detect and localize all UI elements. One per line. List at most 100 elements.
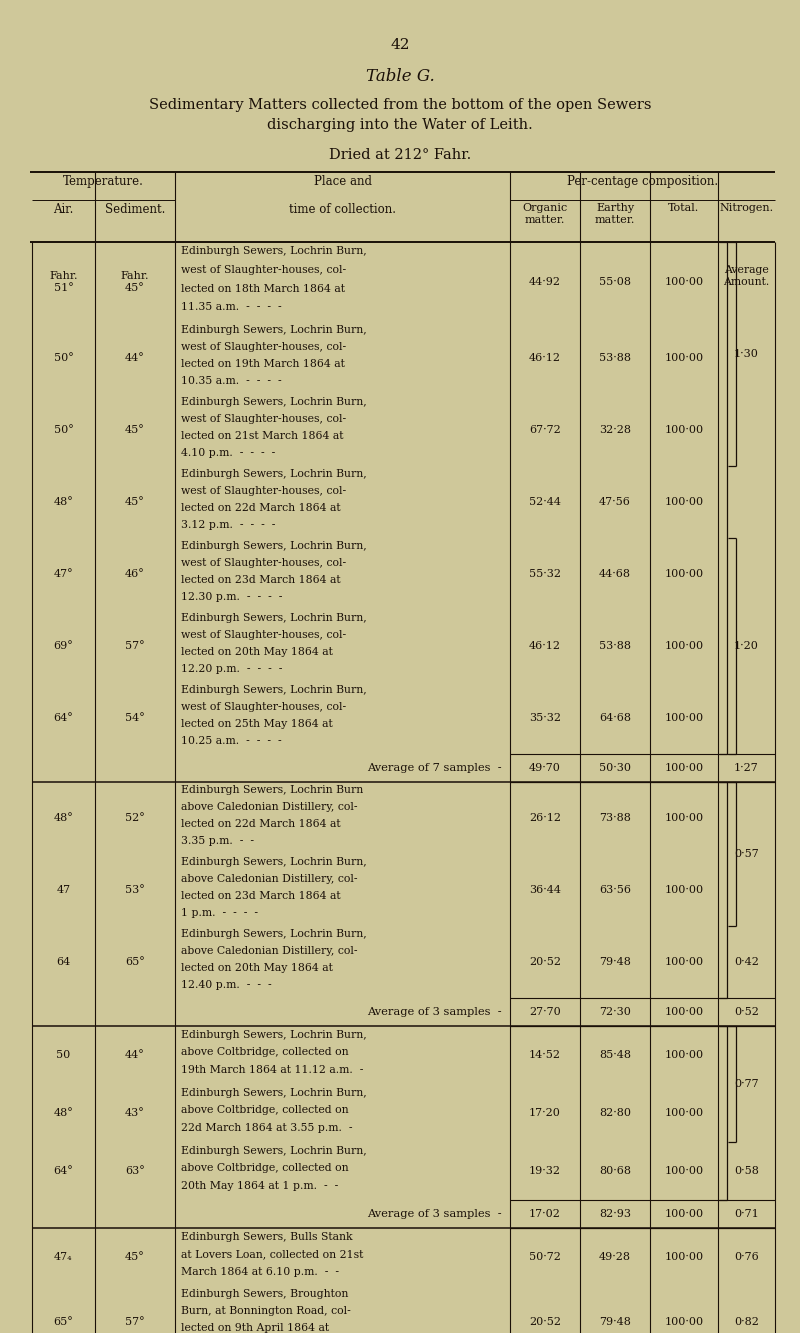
Text: 35·32: 35·32 (529, 713, 561, 722)
Text: 100·00: 100·00 (665, 1317, 703, 1326)
Text: at Lovers Loan, collected on 21st: at Lovers Loan, collected on 21st (181, 1249, 363, 1260)
Text: 20th May 1864 at 1 p.m.  -  -: 20th May 1864 at 1 p.m. - - (181, 1181, 338, 1190)
Text: Temperature.: Temperature. (63, 175, 144, 188)
Text: 0·82: 0·82 (734, 1317, 759, 1326)
Text: 10.35 a.m.  -  -  -  -: 10.35 a.m. - - - - (181, 376, 282, 385)
Text: 12.20 p.m.  -  -  -  -: 12.20 p.m. - - - - (181, 664, 282, 673)
Text: west of Slaughter-houses, col-: west of Slaughter-houses, col- (181, 702, 346, 712)
Text: 27·70: 27·70 (529, 1006, 561, 1017)
Text: 50·30: 50·30 (599, 762, 631, 773)
Text: 0·52: 0·52 (734, 1006, 759, 1017)
Text: 10.25 a.m.  -  -  -  -: 10.25 a.m. - - - - (181, 736, 282, 745)
Text: 100·00: 100·00 (665, 641, 703, 651)
Text: 11.35 a.m.  -  -  -  -: 11.35 a.m. - - - - (181, 303, 282, 312)
Text: lected on 9th April 1864 at: lected on 9th April 1864 at (181, 1322, 329, 1333)
Text: 44·92: 44·92 (529, 277, 561, 287)
Text: 20·52: 20·52 (529, 1317, 561, 1326)
Text: discharging into the Water of Leith.: discharging into the Water of Leith. (267, 119, 533, 132)
Text: Nitrogen.: Nitrogen. (719, 203, 774, 213)
Text: 3.12 p.m.  -  -  -  -: 3.12 p.m. - - - - (181, 520, 275, 529)
Text: 100·00: 100·00 (665, 1166, 703, 1176)
Text: 44°: 44° (125, 353, 145, 363)
Text: 19·32: 19·32 (529, 1166, 561, 1176)
Text: 48°: 48° (54, 497, 74, 507)
Text: 32·28: 32·28 (599, 425, 631, 435)
Text: lected on 21st March 1864 at: lected on 21st March 1864 at (181, 431, 343, 441)
Text: 45°: 45° (125, 497, 145, 507)
Text: 52°: 52° (125, 813, 145, 822)
Text: Edinburgh Sewers, Lochrin Burn,: Edinburgh Sewers, Lochrin Burn, (181, 397, 366, 408)
Text: Fahr.
51°: Fahr. 51° (50, 271, 78, 293)
Text: 43°: 43° (125, 1108, 145, 1118)
Text: 44·68: 44·68 (599, 569, 631, 579)
Text: Edinburgh Sewers, Lochrin Burn,: Edinburgh Sewers, Lochrin Burn, (181, 541, 366, 552)
Text: 65°: 65° (54, 1317, 74, 1326)
Text: Place and: Place and (314, 175, 371, 188)
Text: 12.30 p.m.  -  -  -  -: 12.30 p.m. - - - - (181, 592, 282, 601)
Text: Per-centage composition.: Per-centage composition. (567, 175, 718, 188)
Text: 57°: 57° (125, 1317, 145, 1326)
Text: March 1864 at 6.10 p.m.  -  -: March 1864 at 6.10 p.m. - - (181, 1266, 339, 1277)
Text: Edinburgh Sewers, Lochrin Burn,: Edinburgh Sewers, Lochrin Burn, (181, 1088, 366, 1098)
Text: 69°: 69° (54, 641, 74, 651)
Text: 0·71: 0·71 (734, 1209, 759, 1218)
Text: lected on 18th March 1864 at: lected on 18th March 1864 at (181, 284, 345, 293)
Text: Edinburgh Sewers, Bulls Stank: Edinburgh Sewers, Bulls Stank (181, 1232, 353, 1242)
Text: 82·80: 82·80 (599, 1108, 631, 1118)
Text: above Coltbridge, collected on: above Coltbridge, collected on (181, 1105, 349, 1116)
Text: Air.: Air. (54, 203, 74, 216)
Text: west of Slaughter-houses, col-: west of Slaughter-houses, col- (181, 631, 346, 640)
Text: time of collection.: time of collection. (289, 203, 396, 216)
Text: Table G.: Table G. (366, 68, 434, 85)
Text: 79·48: 79·48 (599, 1317, 631, 1326)
Text: 100·00: 100·00 (665, 885, 703, 894)
Text: 100·00: 100·00 (665, 713, 703, 722)
Text: 85·48: 85·48 (599, 1050, 631, 1060)
Text: Edinburgh Sewers, Lochrin Burn,: Edinburgh Sewers, Lochrin Burn, (181, 857, 366, 868)
Text: 22d March 1864 at 3.55 p.m.  -: 22d March 1864 at 3.55 p.m. - (181, 1122, 353, 1133)
Text: 12.40 p.m.  -  -  -: 12.40 p.m. - - - (181, 980, 272, 989)
Text: above Caledonian Distillery, col-: above Caledonian Distillery, col- (181, 802, 358, 812)
Text: Edinburgh Sewers, Broughton: Edinburgh Sewers, Broughton (181, 1289, 348, 1300)
Text: Edinburgh Sewers, Lochrin Burn,: Edinburgh Sewers, Lochrin Burn, (181, 685, 366, 696)
Text: 47·56: 47·56 (599, 497, 631, 507)
Text: above Caledonian Distillery, col-: above Caledonian Distillery, col- (181, 946, 358, 956)
Text: Edinburgh Sewers, Lochrin Burn,: Edinburgh Sewers, Lochrin Burn, (181, 325, 366, 336)
Text: 53·88: 53·88 (599, 641, 631, 651)
Text: 64: 64 (56, 957, 70, 966)
Text: 42: 42 (390, 39, 410, 52)
Text: 44°: 44° (125, 1050, 145, 1060)
Text: Sediment.: Sediment. (105, 203, 165, 216)
Text: 53·88: 53·88 (599, 353, 631, 363)
Text: 100·00: 100·00 (665, 957, 703, 966)
Text: 45°: 45° (125, 425, 145, 435)
Text: 100·00: 100·00 (665, 1108, 703, 1118)
Text: 1·27: 1·27 (734, 762, 759, 773)
Text: 1·20: 1·20 (734, 641, 759, 651)
Text: Burn, at Bonnington Road, col-: Burn, at Bonnington Road, col- (181, 1306, 350, 1316)
Text: Organic
matter.: Organic matter. (522, 203, 568, 225)
Text: 0·76: 0·76 (734, 1252, 759, 1262)
Text: Total.: Total. (668, 203, 700, 213)
Text: Average of 3 samples  -: Average of 3 samples - (367, 1006, 502, 1017)
Text: 4.10 p.m.  -  -  -  -: 4.10 p.m. - - - - (181, 448, 275, 457)
Text: 64·68: 64·68 (599, 713, 631, 722)
Text: 54°: 54° (125, 713, 145, 722)
Text: 100·00: 100·00 (665, 1252, 703, 1262)
Text: lected on 22d March 1864 at: lected on 22d March 1864 at (181, 503, 341, 513)
Text: 1 p.m.  -  -  -  -: 1 p.m. - - - - (181, 908, 258, 917)
Text: 48°: 48° (54, 813, 74, 822)
Text: 55·32: 55·32 (529, 569, 561, 579)
Text: 46·12: 46·12 (529, 353, 561, 363)
Text: 46·12: 46·12 (529, 641, 561, 651)
Text: 63·56: 63·56 (599, 885, 631, 894)
Text: lected on 22d March 1864 at: lected on 22d March 1864 at (181, 818, 341, 829)
Text: Sedimentary Matters collected from the bottom of the open Sewers: Sedimentary Matters collected from the b… (149, 99, 651, 112)
Text: Edinburgh Sewers, Lochrin Burn: Edinburgh Sewers, Lochrin Burn (181, 785, 363, 796)
Text: 50°: 50° (54, 353, 74, 363)
Text: Dried at 212° Fahr.: Dried at 212° Fahr. (329, 148, 471, 163)
Text: 80·68: 80·68 (599, 1166, 631, 1176)
Text: 46°: 46° (125, 569, 145, 579)
Text: 0·77: 0·77 (734, 1078, 759, 1089)
Text: 65°: 65° (125, 957, 145, 966)
